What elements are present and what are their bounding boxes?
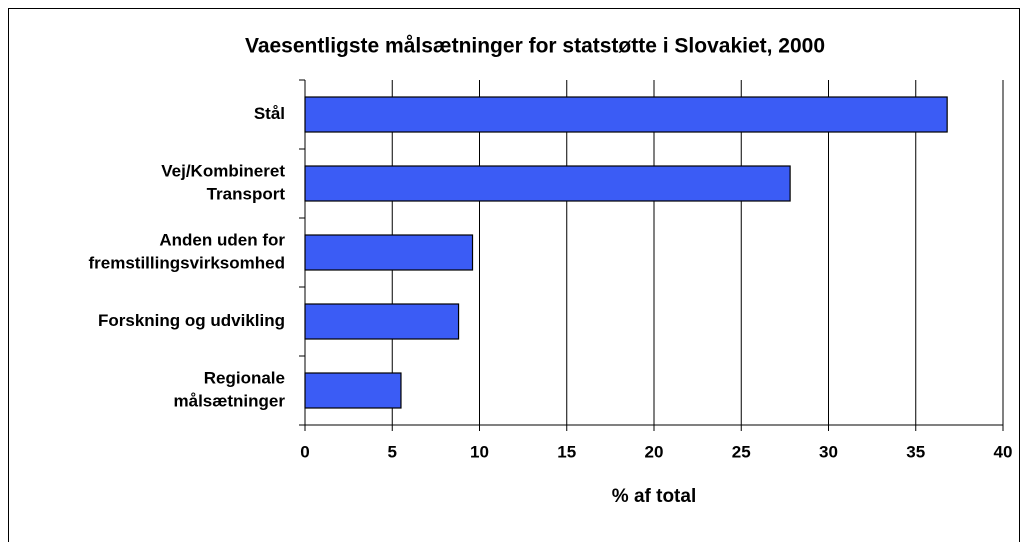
bar	[304, 372, 402, 409]
y-tick-label: Regionale	[204, 368, 285, 387]
x-tick-label: 35	[906, 442, 925, 461]
x-tick-label: 5	[388, 442, 397, 461]
y-tick-label: Anden uden for	[159, 230, 285, 249]
bar	[304, 303, 460, 340]
y-tick-label: Vej/Kombineret	[161, 161, 285, 180]
frame	[8, 8, 1020, 547]
chart-title: Vaesentligste målsætninger for statstøtt…	[245, 35, 825, 58]
x-tick-label: 30	[819, 442, 838, 461]
x-tick-label: 25	[732, 442, 751, 461]
y-tick-label: Stål	[254, 104, 285, 123]
y-tick-label: Transport	[207, 184, 286, 203]
bar	[304, 96, 948, 133]
y-tick-label: fremstillingsvirksomhed	[88, 253, 285, 272]
bar	[304, 234, 474, 271]
x-tick-label: 40	[994, 442, 1013, 461]
x-tick-label: 20	[645, 442, 664, 461]
x-axis-title: % af total	[612, 486, 696, 507]
bar	[304, 165, 791, 202]
x-tick-label: 10	[470, 442, 489, 461]
y-tick-label: målsætninger	[174, 391, 286, 410]
x-tick-label: 15	[557, 442, 576, 461]
x-tick-label: 0	[300, 442, 309, 461]
y-tick-label: Forskning og udvikling	[98, 311, 285, 330]
